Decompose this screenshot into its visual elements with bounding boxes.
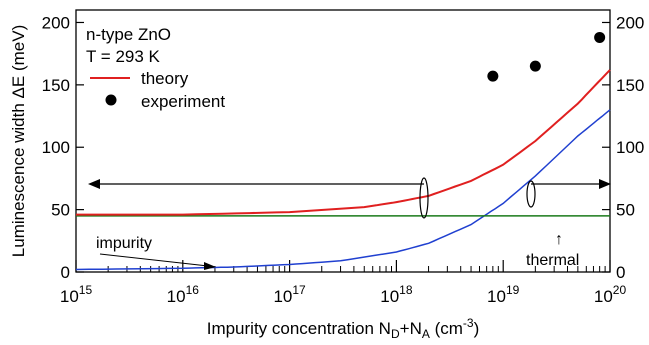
experiment-point <box>487 70 499 82</box>
x-tick-label: 1016 <box>167 283 200 306</box>
theory-line <box>76 69 611 216</box>
component-line-1 <box>75 109 611 271</box>
y-tick-label: 150 <box>42 76 70 95</box>
left-y-ticks: 0 50 100 150 200 <box>42 13 84 282</box>
impurity-pointer <box>99 253 216 270</box>
impurity-label: impurity <box>96 235 152 252</box>
right-y-ticks: 0 50 100 150 200 <box>602 13 644 282</box>
y-axis-title: Luminescence width ΔE (meV) <box>9 25 28 257</box>
marker-layer <box>487 31 606 82</box>
plot-frame <box>75 9 611 273</box>
y-tick-label: 50 <box>51 201 70 220</box>
x-tick-label: 1018 <box>380 283 413 306</box>
y-tick-label: 200 <box>42 13 70 32</box>
y2-tick-label: 150 <box>616 76 644 95</box>
experiment-point <box>529 60 541 72</box>
legend-experiment-label: experiment <box>141 92 225 111</box>
thermal-label: thermal <box>526 252 579 269</box>
y-tick-label: 0 <box>61 263 70 282</box>
x-tick-label: 1015 <box>60 283 93 306</box>
left-axis-arrow <box>88 177 429 219</box>
x-ticks: 1015 1016 1017 1018 1019 1020 <box>60 260 627 306</box>
legend-title-1: n-type ZnO <box>86 25 171 44</box>
x-tick-label: 1019 <box>487 283 520 306</box>
legend-title-2: T = 293 K <box>86 47 161 66</box>
x-tick-label: 1020 <box>594 283 627 306</box>
y-tick-label: 100 <box>42 138 70 157</box>
y2-tick-label: 200 <box>616 13 644 32</box>
thermal-arrow: ↑ <box>555 231 563 248</box>
x-tick-label: 1017 <box>273 283 306 306</box>
y2-tick-label: 0 <box>616 263 625 282</box>
x-axis-title: Impurity concentration ND+NA (cm-3) <box>207 316 480 341</box>
legend-experiment-marker <box>105 94 117 106</box>
y2-tick-label: 50 <box>616 201 635 220</box>
right-axis-arrow <box>526 179 611 208</box>
y2-tick-label: 100 <box>616 138 644 157</box>
legend-theory-label: theory <box>141 69 189 88</box>
experiment-point <box>594 31 606 43</box>
series-layer <box>75 69 611 271</box>
